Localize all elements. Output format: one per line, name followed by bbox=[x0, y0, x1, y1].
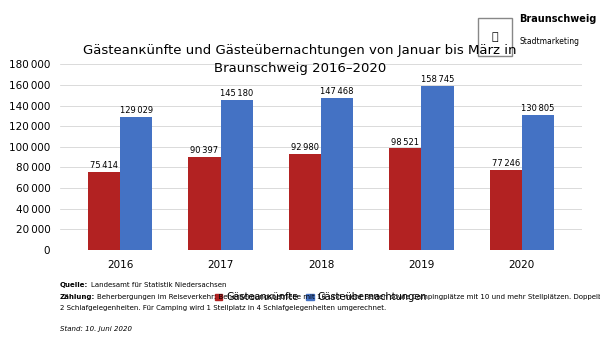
Text: 75 414: 75 414 bbox=[90, 161, 118, 170]
Bar bbox=[188, 157, 221, 250]
Text: Gästeanкünfte und Gästeübernachtungen von Januar bis März in
Braunschweig 2016–2: Gästeanкünfte und Gästeübernachtungen vo… bbox=[83, 44, 517, 75]
Text: Stadtmarketing: Stadtmarketing bbox=[519, 37, 579, 46]
Text: 158 745: 158 745 bbox=[421, 75, 454, 84]
Bar bbox=[478, 18, 512, 56]
Text: Quelle:: Quelle: bbox=[60, 282, 88, 288]
Bar bbox=[88, 172, 120, 250]
Text: Zählung:: Zählung: bbox=[60, 294, 95, 300]
Text: 🦁: 🦁 bbox=[491, 32, 499, 42]
Bar bbox=[321, 98, 353, 250]
Text: 2 Schlafgelegenheiten. Für Camping wird 1 Stellplatz in 4 Schlafgelegenheiten um: 2 Schlafgelegenheiten. Für Camping wird … bbox=[60, 305, 386, 311]
Bar bbox=[389, 148, 421, 250]
Legend: Gästeanкünfte, Gästeübernachtungen: Gästeanкünfte, Gästeübernachtungen bbox=[211, 288, 431, 306]
Text: 147 468: 147 468 bbox=[320, 87, 354, 96]
Text: 129 029: 129 029 bbox=[120, 106, 153, 115]
Text: 98 521: 98 521 bbox=[391, 138, 419, 146]
Bar bbox=[490, 170, 522, 250]
Text: 92 980: 92 980 bbox=[291, 143, 319, 152]
Bar bbox=[522, 115, 554, 250]
Bar bbox=[421, 86, 454, 250]
Text: Landesamt für Statistik Niedersachsen: Landesamt für Statistik Niedersachsen bbox=[91, 282, 227, 288]
Bar bbox=[221, 100, 253, 250]
Text: Stand: 10. Juni 2020: Stand: 10. Juni 2020 bbox=[60, 326, 132, 332]
Text: 145 180: 145 180 bbox=[220, 89, 253, 98]
Bar bbox=[120, 117, 152, 250]
Text: Braunschweig: Braunschweig bbox=[519, 14, 596, 24]
Text: 77 246: 77 246 bbox=[491, 160, 520, 168]
Bar bbox=[289, 154, 321, 250]
Text: 130 805: 130 805 bbox=[521, 104, 554, 113]
Text: 90 397: 90 397 bbox=[190, 146, 218, 155]
Text: Beherbergungen im Reiseverkehr: Beherbergungsbetriebe mit 10 und mehr Betten sow: Beherbergungen im Reiseverkehr: Beherber… bbox=[97, 294, 600, 300]
